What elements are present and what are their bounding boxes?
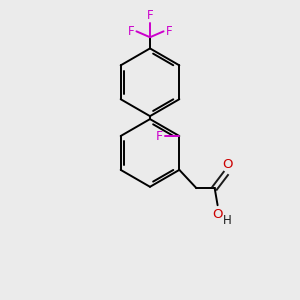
Text: O: O xyxy=(212,208,222,221)
Text: F: F xyxy=(156,130,163,142)
Text: F: F xyxy=(128,25,134,38)
Text: O: O xyxy=(222,158,233,171)
Text: F: F xyxy=(147,9,153,22)
Text: H: H xyxy=(223,214,231,227)
Text: F: F xyxy=(166,25,172,38)
